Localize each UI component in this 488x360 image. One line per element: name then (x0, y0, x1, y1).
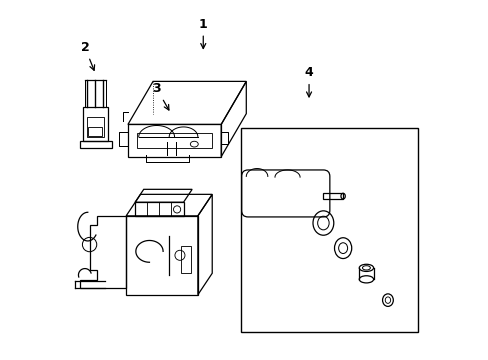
Text: 4: 4 (304, 66, 313, 97)
Text: 3: 3 (152, 82, 168, 110)
Text: 2: 2 (81, 41, 94, 70)
Text: 1: 1 (199, 18, 207, 49)
